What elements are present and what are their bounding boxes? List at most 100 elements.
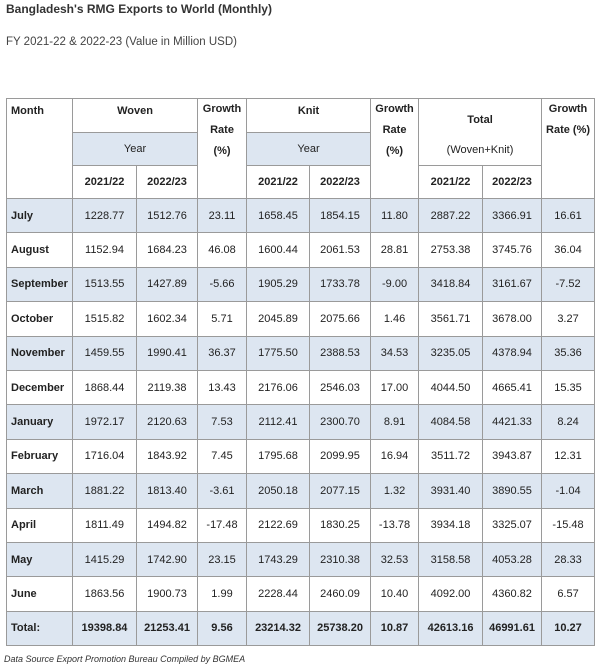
header-cell: Total (Woven+Knit) bbox=[418, 98, 543, 166]
month-cell: January bbox=[6, 404, 73, 440]
value-cell: 1684.23 bbox=[135, 232, 199, 268]
value-cell: -9.00 bbox=[370, 266, 420, 303]
table-row: November 1459.55 1990.41 36.37 1775.50 2388.5… bbox=[6, 335, 596, 371]
value-cell: 1742.90 bbox=[135, 541, 199, 578]
value-cell: 1813.40 bbox=[135, 473, 199, 509]
value-cell: 1.46 bbox=[370, 301, 420, 337]
value-cell: 4092.00 bbox=[418, 576, 484, 612]
value-cell: 3931.40 bbox=[418, 473, 484, 509]
value-cell: 3325.07 bbox=[482, 507, 543, 543]
value-cell: 16.94 bbox=[370, 438, 420, 475]
value-cell: 1743.29 bbox=[246, 541, 311, 578]
value-cell: 36.04 bbox=[541, 232, 596, 268]
header-cell: Year bbox=[71, 131, 199, 166]
header-cell: Growth Rate (%) bbox=[370, 98, 420, 199]
value-cell: -5.66 bbox=[197, 266, 248, 303]
value-cell: 8.24 bbox=[541, 404, 596, 440]
value-cell: 1843.92 bbox=[135, 438, 199, 475]
value-cell: 2176.06 bbox=[246, 369, 311, 406]
table-row: February 1716.04 1843.92 7.45 1795.68 2099.95… bbox=[6, 438, 596, 475]
value-cell: 3943.87 bbox=[482, 438, 543, 475]
header-text: (Woven+Knit) bbox=[446, 144, 514, 156]
value-cell: -1.04 bbox=[541, 473, 596, 509]
footer: Data Source Export Promotion Bureau Comp… bbox=[4, 654, 246, 664]
table-row: May 1415.29 1742.90 23.15 1743.29 2310.38 32.5… bbox=[6, 541, 596, 578]
year-cell: 2022/23 bbox=[135, 165, 199, 199]
value-cell: 1868.44 bbox=[72, 369, 137, 406]
value-cell: 15.35 bbox=[541, 369, 596, 406]
year-cell: 2021/22 bbox=[72, 165, 137, 199]
value-cell: 2228.44 bbox=[246, 576, 311, 612]
month-cell: June bbox=[6, 576, 73, 612]
value-cell: 1.99 bbox=[197, 576, 248, 612]
value-cell: 1.32 bbox=[370, 473, 420, 509]
value-cell: 3678.00 bbox=[482, 301, 543, 337]
value-cell: 3.27 bbox=[541, 301, 596, 337]
value-cell: 1854.15 bbox=[309, 197, 372, 234]
year-cell: 2021/22 bbox=[246, 165, 311, 199]
table-row: April 1811.49 1494.82 -17.48 2122.69 1830.25-… bbox=[6, 507, 596, 543]
value-cell: 3235.05 bbox=[418, 335, 484, 371]
month-cell: December bbox=[6, 369, 73, 406]
value-cell: 4360.82 bbox=[482, 576, 543, 612]
value-cell: 2546.03 bbox=[309, 369, 372, 406]
value-cell: 2045.89 bbox=[246, 301, 311, 337]
value-cell: 4665.41 bbox=[482, 369, 543, 406]
value-cell: 2887.22 bbox=[418, 197, 484, 234]
value-cell: 1459.55 bbox=[72, 335, 137, 371]
value-cell: 4421.33 bbox=[482, 404, 543, 440]
value-cell: 2075.66 bbox=[309, 301, 372, 337]
value-cell: 28.81 bbox=[370, 232, 420, 268]
value-cell: 1830.25 bbox=[309, 507, 372, 543]
value-cell: 6.57 bbox=[541, 576, 596, 612]
value-cell: 3161.67 bbox=[482, 266, 543, 303]
value-cell: 2122.69 bbox=[246, 507, 311, 543]
value-cell: 1513.55 bbox=[72, 266, 137, 303]
value-cell: 1972.17 bbox=[72, 404, 137, 440]
month-cell: May bbox=[6, 541, 73, 578]
table-row: March 1881.22 1813.40 -3.61 2050.18 2077.15 1.… bbox=[6, 473, 596, 509]
value-cell: 2099.95 bbox=[309, 438, 372, 475]
value-cell: 1811.49 bbox=[72, 507, 137, 543]
value-cell: 21253.41 bbox=[135, 610, 199, 647]
month-cell: Total: bbox=[6, 610, 73, 647]
value-cell: 12.31 bbox=[541, 438, 596, 475]
value-cell: 10.40 bbox=[370, 576, 420, 612]
value-cell: 4378.94 bbox=[482, 335, 543, 371]
value-cell: 2753.38 bbox=[418, 232, 484, 268]
value-cell: 7.45 bbox=[197, 438, 248, 475]
value-cell: 1775.50 bbox=[246, 335, 311, 371]
table-row: January 1972.17 2120.63 7.53 2112.41 2300.70 8… bbox=[6, 404, 596, 440]
value-cell: 36.37 bbox=[197, 335, 248, 371]
value-cell: 46991.61 bbox=[482, 610, 543, 647]
value-cell: 46.08 bbox=[197, 232, 248, 268]
value-cell: 1863.56 bbox=[72, 576, 137, 612]
value-cell: 25738.20 bbox=[309, 610, 372, 647]
value-cell: 3934.18 bbox=[418, 507, 484, 543]
value-cell: -17.48 bbox=[197, 507, 248, 543]
value-cell: 4044.50 bbox=[418, 369, 484, 406]
value-cell: 2061.53 bbox=[309, 232, 372, 268]
header-text: Growth Rate (%) bbox=[375, 103, 414, 157]
value-cell: 1228.77 bbox=[72, 197, 137, 234]
value-cell: 7.53 bbox=[197, 404, 248, 440]
year-cell: 2021/22 bbox=[418, 165, 484, 199]
value-cell: 1795.68 bbox=[246, 438, 311, 475]
value-cell: 2120.63 bbox=[135, 404, 199, 440]
value-cell: 10.27 bbox=[541, 610, 596, 647]
value-cell: 3366.91 bbox=[482, 197, 543, 234]
value-cell: 1716.04 bbox=[72, 438, 137, 475]
table-row: Total: 19398.84 21253.41 9.56 23214.32 25738.… bbox=[6, 610, 596, 647]
value-cell: 2050.18 bbox=[246, 473, 311, 509]
value-cell: 1905.29 bbox=[246, 266, 311, 303]
value-cell: 1733.78 bbox=[309, 266, 372, 303]
value-cell: -7.52 bbox=[541, 266, 596, 303]
value-cell: 28.33 bbox=[541, 541, 596, 578]
table-row: August 1152.94 1684.23 46.08 1600.44 2061.53 2… bbox=[6, 232, 596, 268]
value-cell: 42613.16 bbox=[418, 610, 484, 647]
exports-table: Month Woven Growth Rate (%) Knit Growth … bbox=[6, 98, 596, 647]
header-text: Growth Rate (%) bbox=[546, 103, 591, 136]
value-cell: 3511.72 bbox=[418, 438, 484, 475]
header-text: Total bbox=[467, 114, 493, 126]
